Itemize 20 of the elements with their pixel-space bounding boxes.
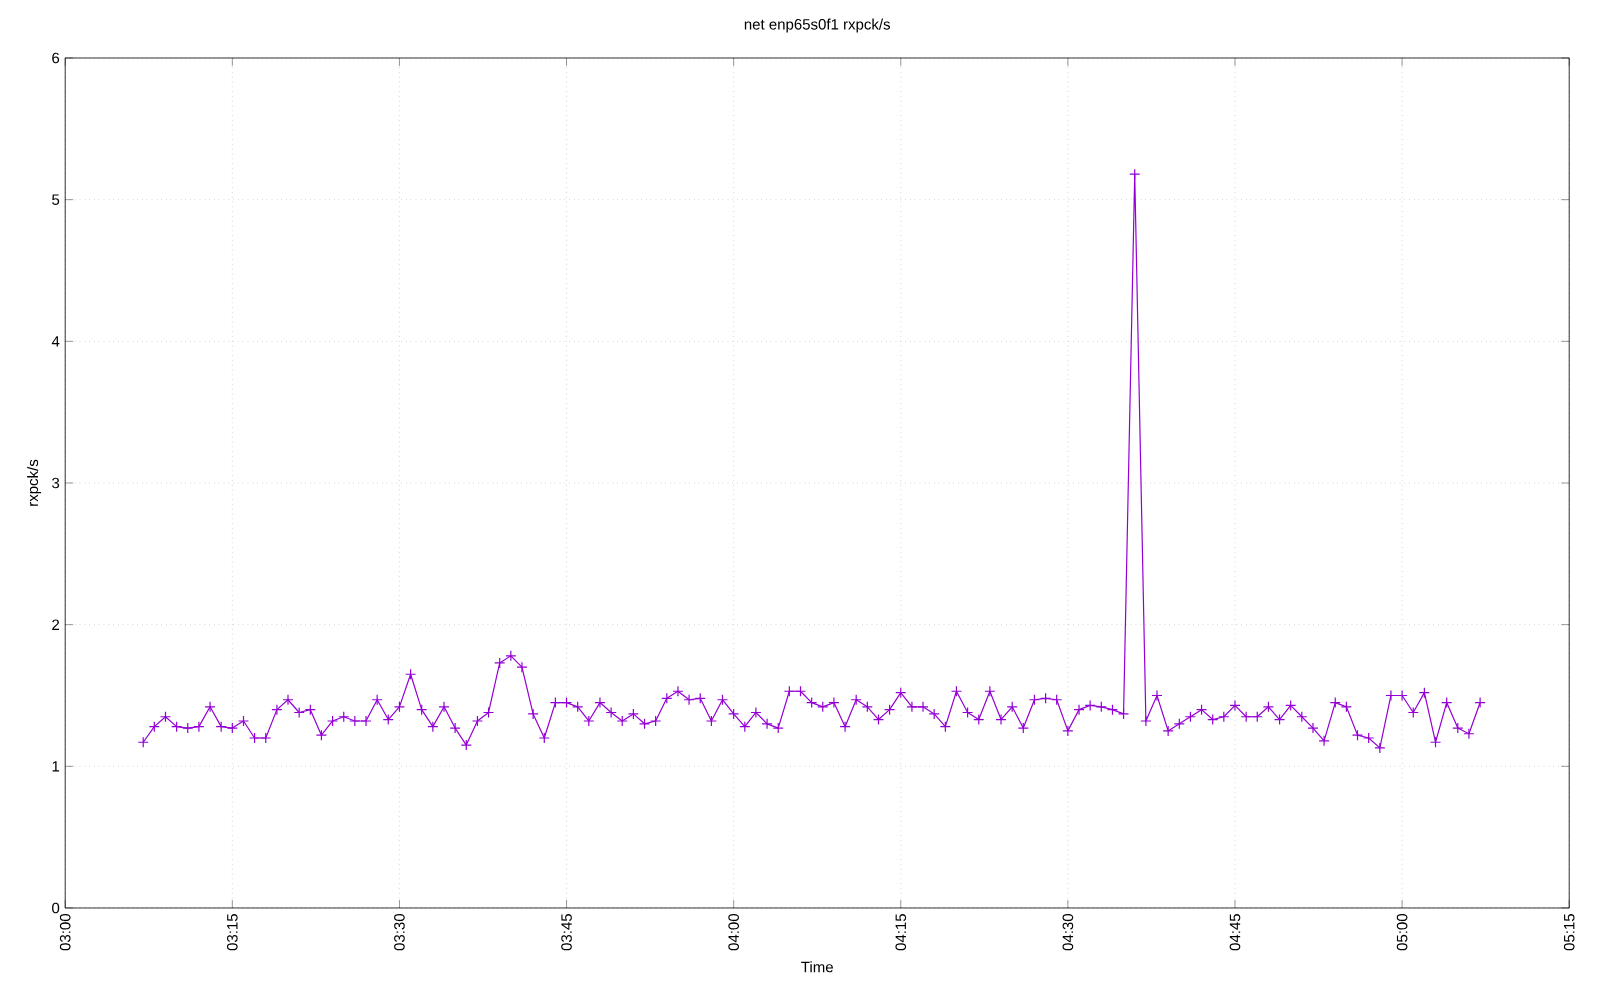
x-tick-label: 04:45 — [1229, 914, 1241, 951]
x-tick-label: 04:30 — [1062, 913, 1074, 951]
y-tick-label: 2 — [52, 619, 60, 630]
y-axis-title: rxpck/s — [27, 459, 42, 506]
y-tick-label: 5 — [52, 194, 60, 205]
x-tick-label: 05:15 — [1563, 914, 1575, 951]
chart-title: net enp65s0f1 rxpck/s — [744, 18, 891, 33]
x-tick-label: 03:45 — [561, 914, 572, 951]
x-tick-label: 03:00 — [59, 913, 71, 951]
y-tick-label: 4 — [51, 336, 60, 347]
x-tick-label: 03:15 — [227, 914, 238, 951]
y-tick-label: 3 — [52, 477, 60, 489]
y-tick-label: 6 — [52, 52, 60, 64]
y-tick-label: 0 — [52, 902, 60, 914]
x-tick-label: 05:00 — [1396, 913, 1408, 951]
y-tick-label: 1 — [52, 761, 60, 772]
x-axis-title: Time — [801, 961, 833, 973]
x-tick-label: 04:15 — [895, 914, 907, 951]
x-tick-label: 04:00 — [728, 913, 739, 951]
x-tick-label: 03:30 — [394, 913, 405, 951]
